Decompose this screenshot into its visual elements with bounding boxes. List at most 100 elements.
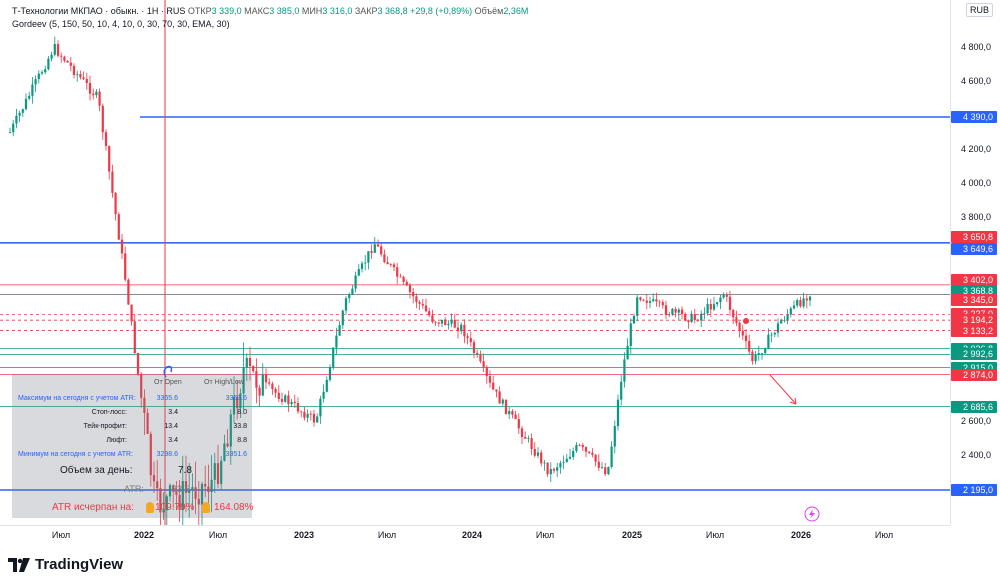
atr-exhausted-open: 109.79% [155,502,195,513]
candle-body [796,300,799,306]
warning-bag-icon [146,502,154,513]
candle-body [76,74,79,76]
candle-body [652,299,655,302]
price-level-label: 3 133,2 [951,324,997,337]
candle-body [389,264,392,265]
candle-body [88,82,92,94]
candle-body [536,452,540,456]
candle-body [696,319,700,321]
candle-body [136,353,140,374]
volume-value: 2,36M [503,6,529,16]
candle-body [476,353,479,355]
candle-body [722,294,725,298]
candle-body [808,296,812,301]
candle-body [677,309,680,313]
candle-body [207,486,210,492]
candle-body [421,303,424,306]
candle-body [732,309,735,318]
price-level-label: 2 685,6 [951,400,997,413]
candle-body [632,315,636,324]
candle-body [741,330,744,336]
panel-row-value-open: 3.4 [168,437,178,444]
candle-body [444,319,447,326]
candle-body [744,335,748,342]
candle-body [252,366,255,372]
candle-body [290,401,293,405]
candle-body [92,93,95,96]
candle-body [284,395,287,402]
candle-body [680,309,684,315]
price-level-label: 3 345,0 [951,293,997,306]
candle-body [648,301,652,303]
candle-body [405,281,408,286]
warning-bag-icon [202,502,210,513]
candle-body [607,466,610,475]
chart-area[interactable] [0,0,950,525]
candle-body [504,399,508,415]
candle-body [559,463,562,468]
price-axis[interactable]: RUB 4 800,04 600,04 400,04 200,04 000,03… [950,0,1000,525]
chart-legend: Т-Технологии МКПАО · обыкн. · 1Н · RUS О… [12,5,528,31]
candle-body [79,74,82,78]
candle-body [264,374,268,383]
candle-body [437,322,440,324]
tradingview-logo[interactable]: TradingView [8,556,123,573]
candle-body [805,298,808,301]
symbol-title[interactable]: Т-Технологии МКПАО · обыкн. · 1Н · RUS [12,6,186,16]
candle-body [191,487,194,491]
panel-row-label: Минимум на сегодня с учетом ATR: [18,451,133,458]
candle-body [402,276,405,282]
candle-body [792,305,796,309]
candle-body [479,354,482,362]
chart-plot[interactable] [0,0,950,525]
candle-body [450,319,453,324]
candle-body [341,310,344,326]
candle-body [162,510,165,513]
panel-row: Люфт: 3.4 8.8 [12,437,252,450]
price-level-label: 2 874,0 [951,368,997,381]
candle-body [232,396,236,415]
time-tick-label: 2025 [621,530,643,540]
candle-body [511,411,514,415]
candle-body [280,398,284,402]
candle-body [415,296,418,303]
candle-body [501,399,504,404]
candle-body [82,77,85,79]
candle-body [140,373,143,398]
candle-body [229,414,232,447]
time-tick-label: 2026 [790,530,812,540]
candle-body [687,320,690,323]
candle-body [658,301,661,303]
candle-body [700,313,703,321]
candle-body [578,444,581,446]
price-tick-label: 2 600,0 [960,416,991,427]
time-axis[interactable]: Июл 2022 Июл 2023 Июл 2024 Июл 2025 Июл 2026 Июл [0,525,950,546]
panel-row-label: Максимум на сегодня с учетом ATR: [18,395,136,402]
candle-body [690,313,693,323]
open-label: ОТКР [187,6,212,16]
volume-label: Объем за день: [60,465,133,476]
panel-row-value-open: 3298.6 [156,451,178,458]
candle-body [85,78,88,83]
candle-body [258,387,261,396]
candle-body [325,379,328,392]
candle-body [143,397,146,413]
indicator-legend[interactable]: Gordeev (5, 150, 50, 10, 4, 10, 0, 30, 7… [12,19,230,29]
panel-row: Тейк-профит: 13.4 33.8 [12,423,252,436]
candle-body [354,275,357,289]
panel-row: Максимум на сегодня с учетом ATR: 3365.6 3… [12,395,252,408]
candle-body [594,454,597,462]
candle-body [69,62,72,66]
legend-ohlc-line: Т-Технологии МКПАО · обыкн. · 1Н · RUS О… [12,5,528,18]
currency-button[interactable]: RUB [965,3,993,17]
candle-body [178,494,181,510]
panel-row: Стоп-лосс: 3.4 8.0 [12,409,252,422]
time-tick-label: Июл [535,530,555,540]
candle-body [584,447,588,452]
candle-body [293,401,296,403]
candle-body [72,65,76,76]
candle-body [376,244,380,247]
candle-body [351,288,354,295]
candle-body [620,381,623,400]
candle-body [738,322,741,331]
